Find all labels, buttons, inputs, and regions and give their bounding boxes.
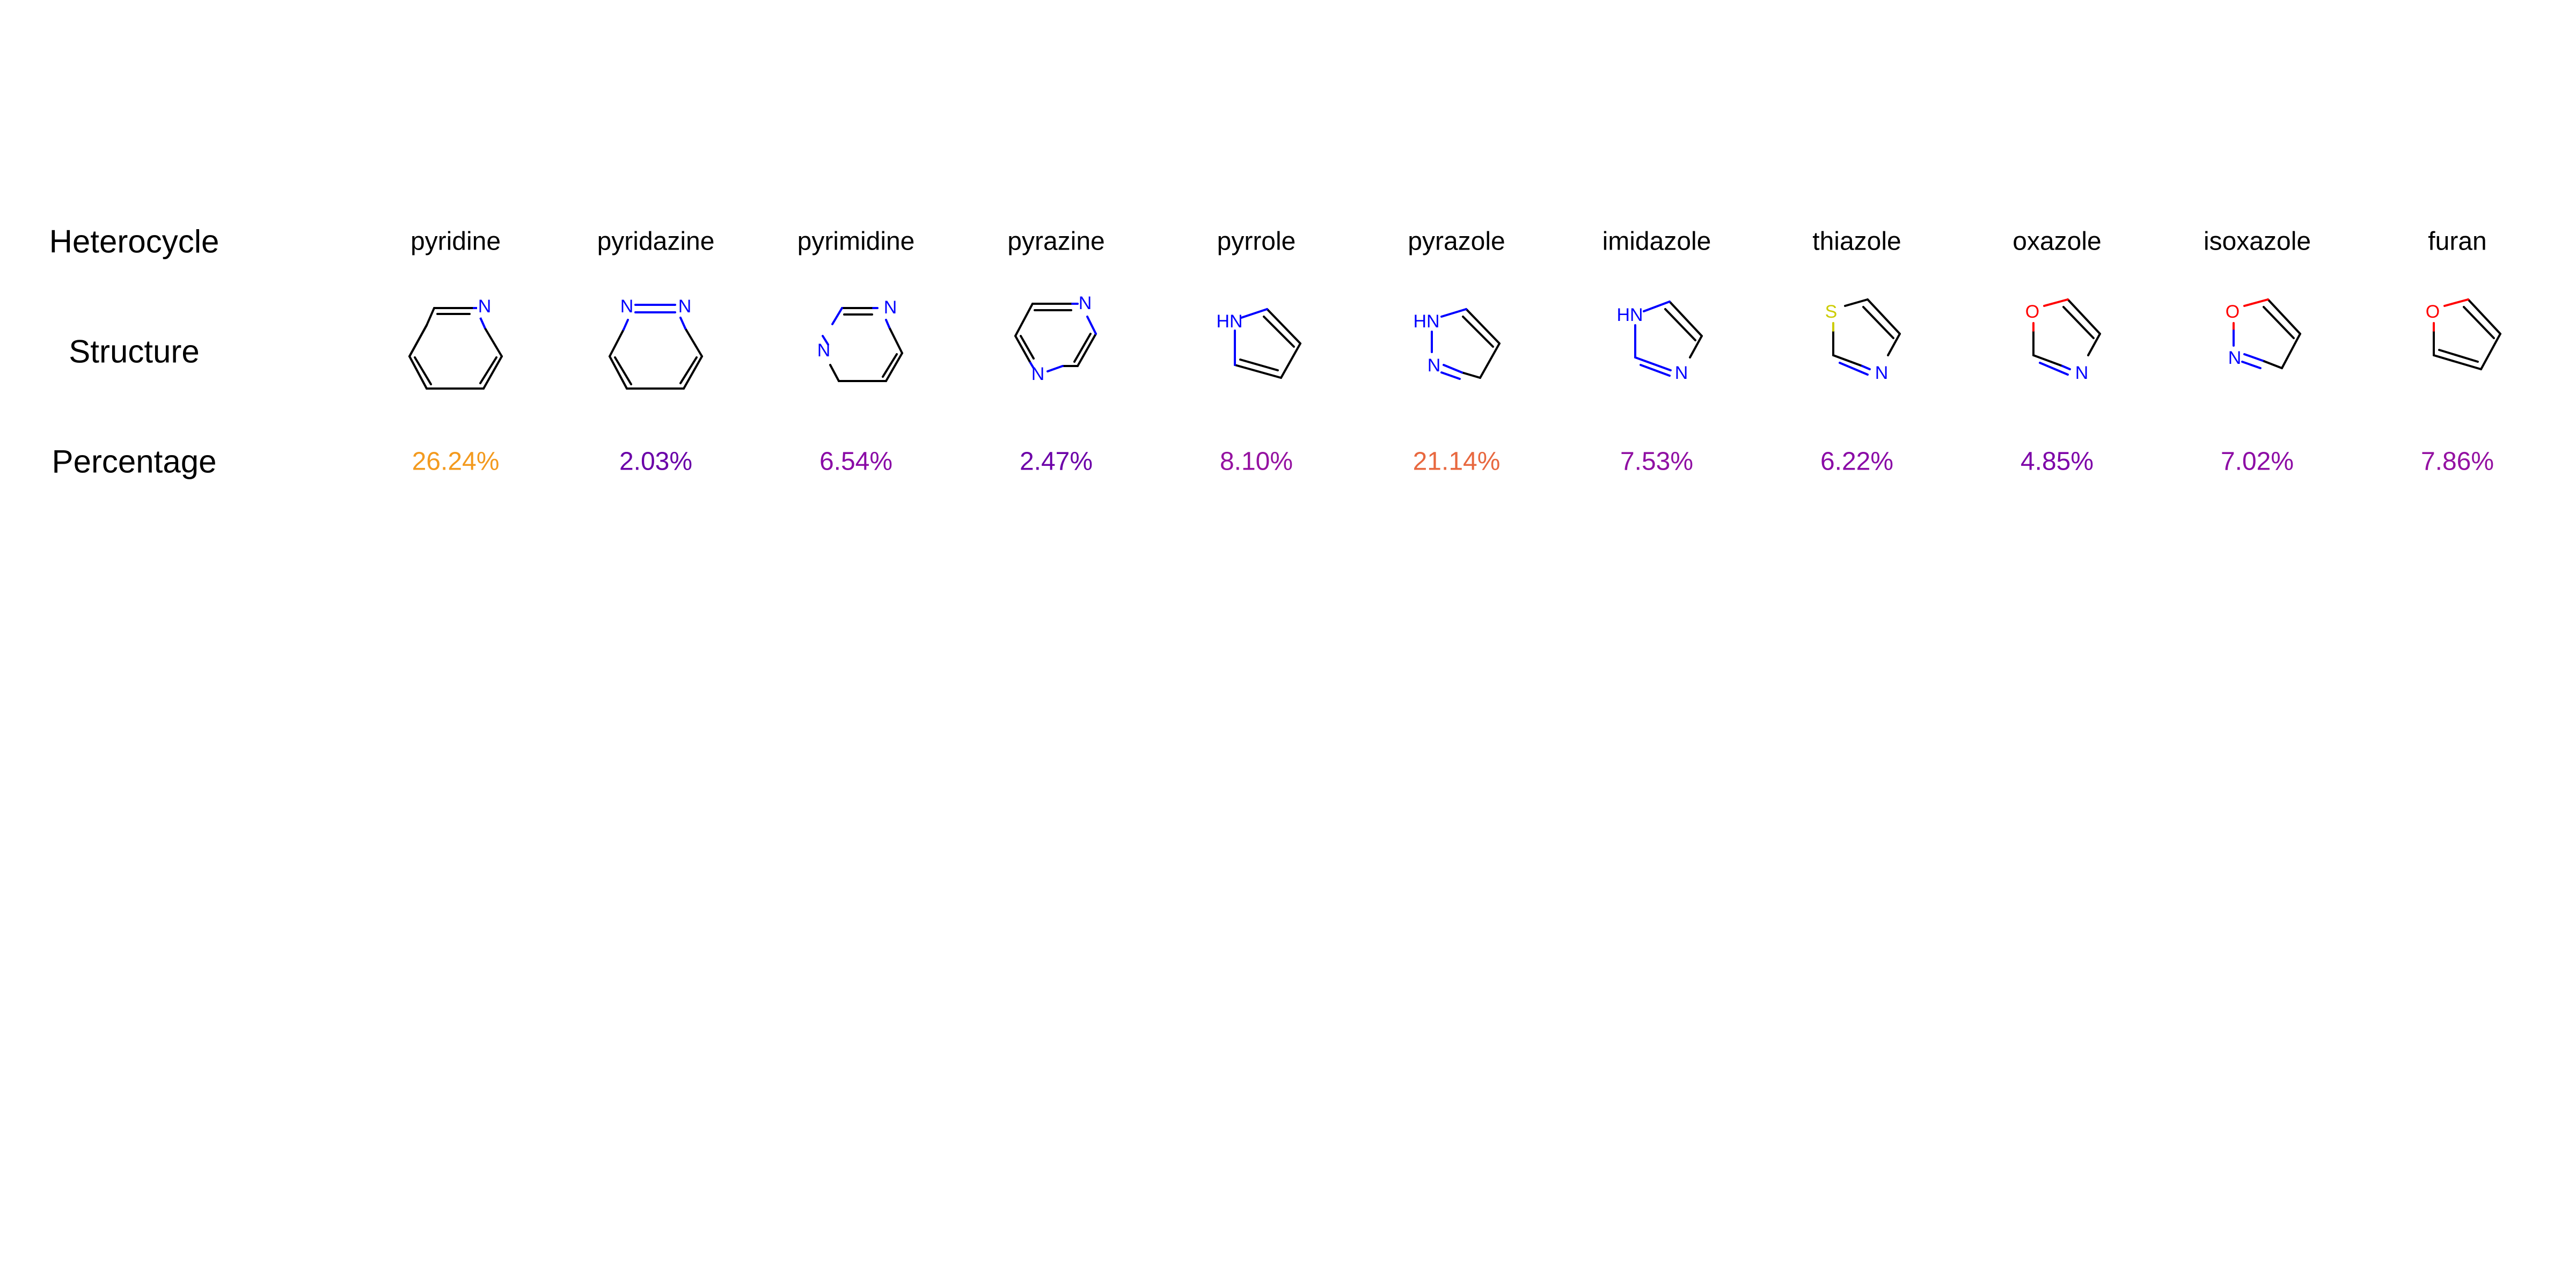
svg-text:N: N	[1875, 363, 1889, 383]
row-header-structure: Structure	[69, 333, 200, 370]
svg-text:N: N	[478, 296, 492, 317]
heterocycle-name: pyrazine	[1007, 227, 1105, 256]
svg-text:N: N	[1675, 363, 1688, 383]
heterocycle-name: pyrazole	[1408, 227, 1505, 256]
column-pyrazine: pyrazine N N 2.47%	[956, 0, 1156, 537]
column-pyridazine: pyridazine N N 2.03%	[556, 0, 756, 537]
heterocycle-name: furan	[2428, 227, 2487, 256]
pyridazine-structure-icon: N N	[609, 296, 703, 390]
svg-text:O: O	[2226, 302, 2240, 322]
svg-text:N: N	[884, 297, 897, 318]
svg-text:HN: HN	[1616, 305, 1643, 325]
oxazole-structure-icon: O N	[2025, 298, 2101, 383]
column-pyrazole: pyrazole HN N 21.14%	[1357, 0, 1556, 537]
row-header-percentage: Percentage	[52, 443, 217, 480]
heterocycle-name: oxazole	[2012, 227, 2102, 256]
pyrazine-structure-icon: N N	[1014, 293, 1097, 384]
heterocycle-name: isoxazole	[2203, 227, 2311, 256]
column-pyridine: pyridine N 26.24%	[356, 0, 555, 537]
pyrazole-structure-icon: HN N	[1413, 308, 1501, 380]
heterocycle-name: pyridazine	[597, 227, 715, 256]
heterocycle-name: imidazole	[1602, 227, 1711, 256]
svg-text:N: N	[678, 296, 692, 317]
svg-text:N: N	[2228, 348, 2242, 368]
pyridine-structure-icon: N	[408, 296, 503, 390]
imidazole-structure-icon: HN N	[1616, 301, 1703, 383]
column-oxazole: oxazole O N 4.85%	[1957, 0, 2157, 537]
svg-text:HN: HN	[1216, 311, 1242, 332]
svg-text:S: S	[1825, 302, 1838, 322]
heterocycle-name: thiazole	[1812, 227, 1901, 256]
isoxazole-structure-icon: O N	[2226, 298, 2301, 369]
heterocycle-name: pyridine	[410, 227, 501, 256]
column-thiazole: thiazole S N 6.22%	[1757, 0, 1957, 537]
svg-text:O: O	[2426, 302, 2440, 322]
heterocycle-table: Heterocycle Structure Percentage pyridin…	[0, 0, 2576, 537]
svg-text:N: N	[1031, 364, 1045, 384]
percentage-value: 7.02%	[2220, 447, 2294, 476]
row-header-heterocycle: Heterocycle	[49, 223, 219, 260]
percentage-value: 4.85%	[2020, 447, 2094, 476]
column-furan: furan O 7.86%	[2358, 0, 2557, 537]
column-imidazole: imidazole HN N 7.53%	[1557, 0, 1757, 537]
svg-text:N: N	[620, 296, 634, 317]
furan-structure-icon: O	[2426, 298, 2501, 370]
percentage-value: 6.22%	[1820, 447, 1894, 476]
percentage-value: 21.14%	[1413, 447, 1501, 476]
column-pyrrole: pyrrole HN 8.10%	[1157, 0, 1356, 537]
pyrrole-structure-icon: HN	[1216, 308, 1301, 379]
svg-text:N: N	[817, 340, 831, 361]
percentage-value: 6.54%	[819, 447, 893, 476]
heterocycle-name: pyrimidine	[797, 227, 915, 256]
percentage-value: 7.53%	[1620, 447, 1694, 476]
thiazole-structure-icon: S N	[1825, 298, 1901, 383]
percentage-value: 2.03%	[619, 447, 693, 476]
column-isoxazole: isoxazole O N 7.02%	[2157, 0, 2357, 537]
svg-text:O: O	[2025, 302, 2039, 322]
column-pyrimidine: pyrimidine N N 6.54%	[756, 0, 956, 537]
heterocycle-name: pyrrole	[1217, 227, 1296, 256]
percentage-value: 2.47%	[1019, 447, 1093, 476]
percentage-value: 8.10%	[1219, 447, 1293, 476]
percentage-value: 7.86%	[2420, 447, 2494, 476]
svg-text:N: N	[2075, 363, 2089, 383]
svg-text:N: N	[1079, 293, 1092, 313]
pyrimidine-structure-icon: N N	[817, 297, 903, 382]
percentage-value: 26.24%	[412, 447, 500, 476]
svg-text:HN: HN	[1413, 311, 1439, 332]
svg-text:N: N	[1428, 355, 1441, 376]
